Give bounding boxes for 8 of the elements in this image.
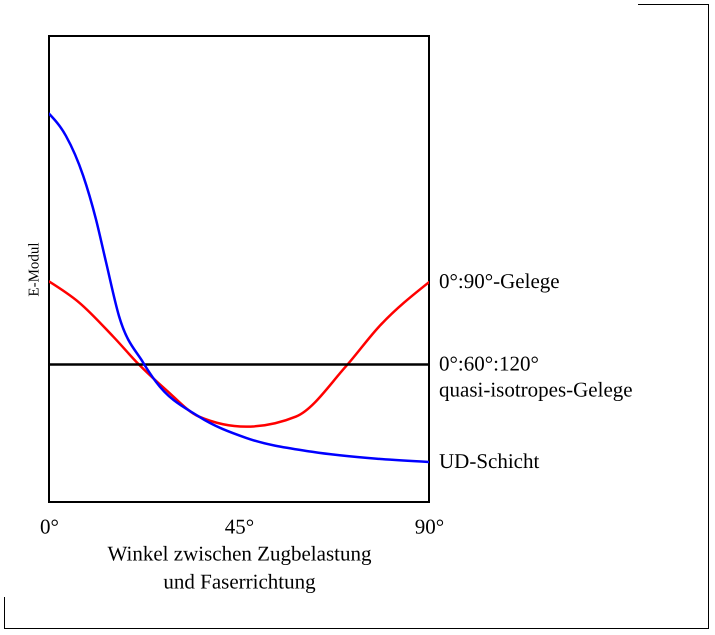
y-axis-title: E-Modul — [26, 242, 42, 297]
x-tick-label: 90° — [414, 514, 444, 538]
x-tick-label: 0° — [40, 514, 59, 538]
series-label: 0°:90°-Gelege — [439, 269, 560, 294]
series-label: UD-Schicht — [439, 449, 540, 473]
x-tick-label: 45° — [224, 514, 254, 538]
x-axis-title: Winkel zwischen Zugbelastung und Faserrichtung — [108, 542, 372, 594]
series-label: 0°:60°:120° quasi-isotropes-Gelege — [439, 352, 633, 402]
